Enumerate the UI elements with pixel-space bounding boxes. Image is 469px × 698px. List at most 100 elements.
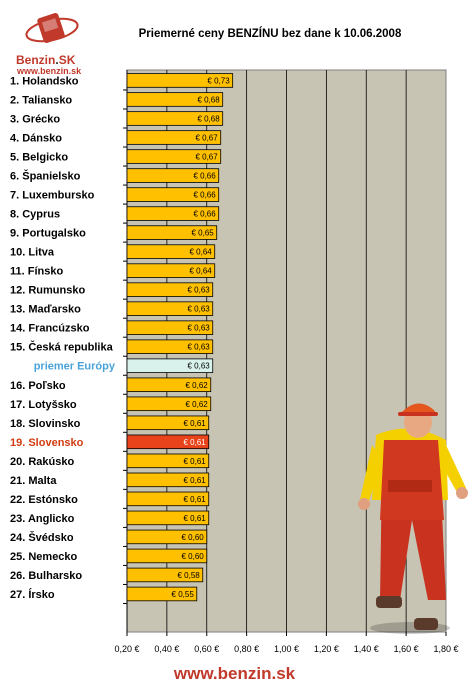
category-label: priemer Európy (34, 361, 116, 373)
bar (126, 434, 210, 450)
category-label: 12. Rumunsko (10, 285, 85, 297)
bar-value-label: € 0,68 (197, 114, 220, 123)
category-label: 10. Litva (10, 247, 55, 259)
bar-value-label: € 0,64 (189, 267, 212, 276)
bar (126, 320, 214, 335)
bar (126, 377, 212, 393)
bar-value-label: € 0,61 (183, 438, 206, 447)
footer-url[interactable]: www.benzin.sk (173, 664, 296, 683)
bar (126, 206, 220, 221)
category-label: 16. Poľsko (10, 380, 66, 392)
bar-value-label: € 0,65 (191, 229, 214, 238)
category-label: 13. Maďarsko (10, 304, 81, 316)
category-label: 15. Česká republika (10, 341, 114, 354)
bar (126, 225, 218, 240)
category-label: 2. Taliansko (10, 94, 72, 106)
bar (126, 149, 222, 164)
bar (126, 187, 220, 202)
category-label: 25. Nemecko (10, 551, 78, 563)
category-label: 17. Lotyšsko (10, 399, 77, 411)
bar-value-label: € 0,63 (187, 305, 210, 314)
category-label: 3. Grécko (10, 113, 60, 125)
x-tick-label: 1,40 € (354, 644, 379, 654)
category-label: 11. Fínsko (10, 266, 63, 278)
bar-value-label: € 0,68 (197, 95, 220, 104)
bar-value-label: € 0,66 (193, 191, 216, 200)
bar (126, 73, 234, 88)
bar (126, 244, 216, 259)
category-label: 19. Slovensko (10, 437, 84, 449)
bar-value-label: € 0,63 (187, 286, 210, 295)
x-tick-label: 0,60 € (194, 644, 219, 654)
category-label: 7. Luxembursko (10, 190, 95, 202)
x-tick-label: 1,60 € (394, 644, 419, 654)
bar (126, 510, 210, 526)
bar (126, 92, 224, 107)
category-label: 26. Bulharsko (10, 570, 82, 582)
category-label: 20. Rakúsko (10, 456, 74, 468)
mascot-figure (358, 403, 468, 634)
category-label: 5. Belgicko (10, 152, 68, 164)
bar-value-label: € 0,61 (183, 476, 206, 485)
bar (126, 586, 198, 602)
bar-value-label: € 0,73 (207, 76, 230, 85)
category-label: 27. Írsko (10, 588, 55, 601)
bar-value-label: € 0,61 (183, 514, 206, 523)
x-tick-label: 0,40 € (154, 644, 179, 654)
bar (126, 301, 214, 316)
bar (126, 130, 222, 145)
bar (126, 358, 214, 373)
bar (126, 263, 216, 278)
chart-title: Priemerné ceny BENZÍNU bez dane k 10.06.… (138, 28, 402, 40)
bar-value-label: € 0,67 (195, 134, 218, 143)
bar-value-label: € 0,61 (183, 495, 206, 504)
bar (126, 453, 210, 469)
bar-value-label: € 0,63 (187, 343, 210, 352)
bar (126, 567, 204, 583)
brand-url: www.benzin.sk (17, 66, 82, 76)
benzin-logo: Benzin.SK www.benzin.sk (6, 10, 92, 76)
bar-value-label: € 0,58 (178, 571, 201, 580)
brand-name: Benzin.SK (16, 53, 76, 67)
category-label: 9. Portugalsko (10, 228, 86, 240)
bar (126, 472, 210, 488)
bar-value-label: € 0,63 (187, 324, 210, 333)
bar-value-label: € 0,66 (193, 210, 216, 219)
bar (126, 396, 212, 412)
bar-value-label: € 0,60 (182, 552, 205, 561)
category-label: 21. Malta (10, 475, 57, 487)
bar-value-label: € 0,55 (172, 590, 195, 599)
bar-value-label: € 0,66 (193, 172, 216, 181)
bar-value-label: € 0,63 (187, 362, 210, 371)
category-label: 1. Holandsko (10, 75, 79, 87)
bar (126, 491, 210, 507)
category-label: 23. Anglicko (10, 513, 75, 525)
category-label: 8. Cyprus (10, 209, 60, 221)
category-label: 22. Estónsko (10, 494, 78, 506)
category-label: 6. Španielsko (10, 170, 81, 183)
category-label: 18. Slovinsko (10, 418, 81, 430)
bar-value-label: € 0,67 (195, 153, 218, 162)
x-tick-label: 0,20 € (114, 644, 139, 654)
bar (126, 548, 208, 564)
category-label: 4. Dánsko (10, 133, 62, 145)
category-label: 24. Švédsko (10, 531, 74, 544)
bar (126, 282, 214, 297)
bar (126, 339, 214, 354)
bar (126, 111, 224, 126)
fuel-can-icon (25, 13, 79, 43)
bar-value-label: € 0,62 (185, 381, 208, 390)
category-label: 14. Francúzsko (10, 323, 90, 335)
bar-value-label: € 0,61 (183, 419, 206, 428)
x-tick-label: 0,80 € (234, 644, 259, 654)
price-bar-chart: 0,20 € 0,40 € 0,60 € 0,80 € 1,00 € 1,20 € 1,40… (10, 69, 468, 654)
bar-value-label: € 0,62 (185, 400, 208, 409)
bar (126, 415, 210, 431)
bar (126, 168, 220, 183)
x-tick-label: 1,20 € (314, 644, 339, 654)
bar-value-label: € 0,64 (189, 248, 212, 257)
bar (126, 529, 208, 545)
x-tick-label: 1,80 € (433, 644, 458, 654)
bar-value-label: € 0,61 (183, 457, 206, 466)
bar-value-label: € 0,60 (182, 533, 205, 542)
